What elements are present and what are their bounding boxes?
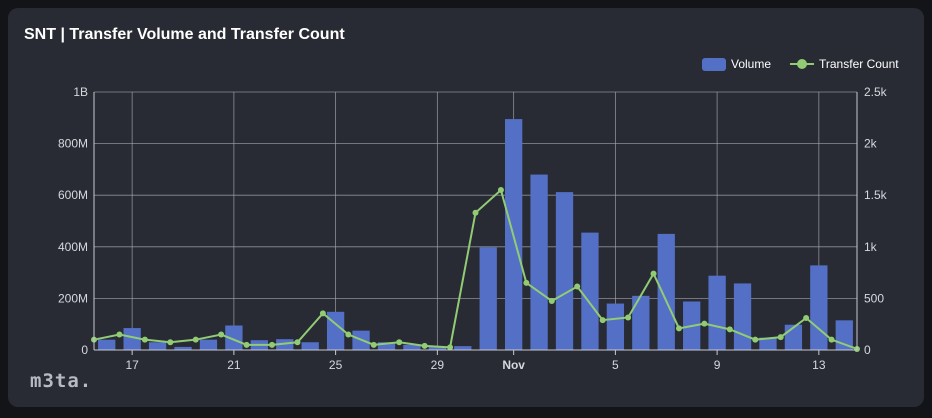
transfer-count-point[interactable] [625, 314, 632, 321]
transfer-count-point[interactable] [497, 187, 504, 194]
volume-bar[interactable] [454, 346, 472, 350]
volume-bar[interactable] [301, 342, 319, 350]
transfer-count-point[interactable] [447, 344, 454, 351]
legend-volume-swatch[interactable] [702, 58, 726, 71]
transfer-count-point[interactable] [599, 317, 606, 324]
brand-logo: m3ta. [30, 370, 93, 392]
transfer-count-point[interactable] [548, 297, 555, 304]
volume-bar[interactable] [606, 303, 625, 350]
volume-bar[interactable] [225, 325, 243, 350]
y-left-tick-label: 0 [81, 343, 88, 357]
transfer-count-point[interactable] [243, 341, 250, 348]
x-tick-label: 25 [329, 358, 343, 372]
legend-count-label[interactable]: Transfer Count [819, 57, 899, 71]
volume-bar[interactable] [276, 339, 294, 350]
y-left-tick-label: 200M [58, 291, 88, 305]
x-tick-label: 29 [431, 358, 445, 372]
volume-bar[interactable] [733, 283, 752, 350]
transfer-count-point[interactable] [828, 336, 835, 343]
x-tick-label: 5 [612, 358, 619, 372]
chart-card: SNT | Transfer Volume and Transfer Count… [8, 8, 924, 407]
x-tick-label: 13 [812, 358, 826, 372]
volume-bar[interactable] [199, 339, 218, 350]
transfer-count-point[interactable] [319, 310, 326, 317]
transfer-count-point[interactable] [192, 336, 199, 343]
volume-bar[interactable] [174, 346, 192, 350]
transfer-count-point[interactable] [370, 341, 377, 348]
x-tick-label: 21 [227, 358, 241, 372]
y-right-tick-label: 0 [864, 343, 871, 357]
transfer-count-point[interactable] [421, 342, 428, 349]
x-tick-label: Nov [502, 358, 525, 372]
transfer-count-point[interactable] [803, 315, 810, 322]
volume-bar[interactable] [479, 247, 497, 350]
y-right-tick-label: 1k [864, 240, 878, 254]
volume-bar[interactable] [581, 232, 599, 350]
axes: 0 0 200M 500 400M 1k 600M 1.5k 800M 2k 1B 2.5k 17 21 2… [58, 85, 888, 372]
transfer-count-point[interactable] [141, 336, 148, 343]
volume-bar[interactable] [759, 337, 777, 350]
y-right-tick-label: 2.5k [864, 85, 888, 99]
y-left-tick-label: 1B [73, 85, 88, 99]
y-left-tick-label: 400M [58, 240, 88, 254]
volume-bar[interactable] [810, 265, 828, 350]
volume-bar[interactable] [123, 328, 141, 350]
transfer-count-point[interactable] [345, 331, 352, 338]
y-left-tick-label: 800M [58, 137, 88, 151]
transfer-count-point[interactable] [167, 339, 174, 346]
volume-bar[interactable] [148, 342, 167, 350]
volume-bar[interactable] [377, 342, 396, 350]
transfer-count-point[interactable] [701, 320, 708, 327]
y-left-tick-label: 600M [58, 188, 88, 202]
volume-bar[interactable] [530, 174, 548, 350]
legend-count-marker[interactable] [797, 59, 807, 69]
transfer-count-point[interactable] [269, 341, 276, 348]
x-tick-label: 9 [714, 358, 721, 372]
chart-svg: 0 0 200M 500 400M 1k 600M 1.5k 800M 2k 1B 2.5k 17 21 2… [58, 57, 899, 372]
volume-bars [98, 119, 853, 350]
volume-bar[interactable] [632, 295, 650, 350]
legend-volume-label[interactable]: Volume [731, 57, 771, 71]
transfer-count-point[interactable] [523, 279, 530, 286]
chart-title: SNT | Transfer Volume and Transfer Count [24, 26, 345, 43]
volume-bar[interactable] [657, 233, 675, 350]
y-right-tick-label: 1.5k [864, 188, 888, 202]
transfer-count-point[interactable] [116, 331, 123, 338]
y-right-tick-label: 2k [864, 137, 878, 151]
legend[interactable]: Volume Transfer Count [702, 57, 899, 71]
transfer-count-point[interactable] [650, 270, 657, 277]
x-tick-label: 17 [125, 358, 139, 372]
volume-bar[interactable] [708, 275, 726, 350]
transfer-count-point[interactable] [777, 334, 784, 341]
volume-bar[interactable] [428, 346, 446, 350]
transfer-count-point[interactable] [294, 339, 301, 346]
transfer-count-point[interactable] [396, 339, 403, 346]
transfer-count-point[interactable] [675, 325, 682, 332]
transfer-count-point[interactable] [218, 331, 225, 338]
transfer-count-line [91, 187, 860, 352]
volume-bar[interactable] [555, 192, 574, 350]
transfer-count-point[interactable] [726, 326, 733, 333]
volume-bar[interactable] [326, 311, 345, 350]
transfer-count-point[interactable] [574, 283, 581, 290]
transfer-count-point[interactable] [752, 336, 759, 343]
volume-bar[interactable] [403, 344, 421, 350]
transfer-count-point[interactable] [472, 209, 479, 216]
y-right-tick-label: 500 [864, 291, 884, 305]
volume-bar[interactable] [98, 339, 116, 350]
